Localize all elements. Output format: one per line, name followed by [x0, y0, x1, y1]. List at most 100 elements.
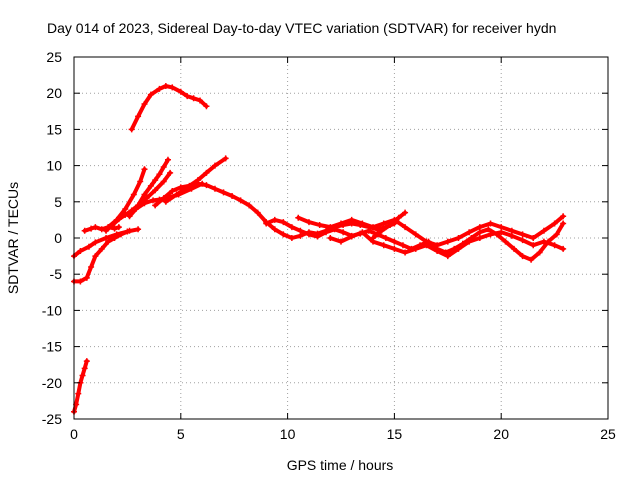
- data-point: [81, 227, 88, 234]
- data-point: [288, 235, 295, 241]
- data-point: [370, 224, 377, 231]
- data-point: [551, 242, 558, 249]
- data-point: [160, 195, 167, 202]
- data-point: [169, 187, 176, 194]
- data-point: [551, 220, 558, 227]
- data-point: [177, 184, 184, 191]
- data-point: [164, 156, 171, 163]
- data-point: [380, 242, 387, 249]
- data-point: [203, 103, 210, 110]
- data-point: [348, 216, 355, 223]
- data-point: [412, 231, 419, 238]
- data-point: [169, 84, 176, 91]
- data-point: [113, 231, 120, 238]
- series-arc-5: [128, 82, 210, 133]
- data-point: [359, 229, 366, 236]
- y-tick-label: 20: [46, 85, 62, 101]
- data-point: [147, 91, 154, 98]
- data-point: [167, 169, 174, 176]
- data-point: [229, 193, 236, 200]
- data-point: [88, 225, 95, 232]
- data-series: [71, 82, 567, 415]
- data-point: [528, 256, 535, 263]
- series-arc-2: [71, 227, 133, 285]
- data-point: [211, 162, 218, 169]
- data-point: [152, 187, 159, 194]
- data-point: [162, 82, 169, 89]
- data-point: [135, 113, 142, 120]
- data-point: [130, 191, 137, 198]
- data-point: [402, 249, 409, 256]
- series-line: [106, 167, 147, 230]
- data-point: [476, 235, 483, 241]
- data-point: [295, 214, 302, 221]
- data-point: [186, 182, 193, 189]
- data-point: [280, 231, 287, 238]
- data-point: [455, 245, 462, 252]
- data-point: [111, 225, 118, 232]
- data-point: [382, 235, 389, 241]
- data-point: [359, 220, 366, 227]
- data-point: [412, 245, 419, 252]
- data-point: [305, 231, 312, 238]
- series-arc-10: [162, 155, 229, 205]
- data-point: [254, 209, 261, 216]
- data-point: [184, 93, 191, 100]
- data-point: [98, 226, 105, 233]
- x-tick-label: 10: [280, 426, 296, 442]
- data-point: [519, 253, 526, 260]
- data-point: [560, 245, 567, 252]
- y-tick-label: 0: [54, 230, 62, 246]
- y-tick-label: -5: [50, 266, 63, 282]
- x-tick-label: 0: [70, 426, 78, 442]
- x-tick-label: 15: [387, 426, 403, 442]
- data-point: [466, 238, 473, 245]
- data-point: [530, 235, 537, 241]
- data-point: [327, 235, 334, 241]
- data-point: [156, 171, 163, 178]
- data-point: [141, 191, 148, 198]
- data-point: [288, 224, 295, 231]
- data-point: [128, 126, 135, 133]
- data-point: [399, 242, 406, 249]
- data-point: [124, 228, 131, 235]
- data-point: [540, 238, 547, 245]
- data-point: [391, 245, 398, 252]
- data-point: [485, 226, 492, 233]
- data-point: [508, 232, 515, 239]
- data-point: [156, 85, 163, 92]
- y-axis-label: SDTVAR / TECUs: [5, 182, 21, 294]
- data-point: [98, 245, 105, 252]
- data-point: [502, 238, 509, 245]
- data-point: [511, 245, 518, 252]
- data-point: [498, 224, 505, 231]
- data-point: [79, 372, 86, 379]
- data-point: [434, 242, 441, 249]
- data-point: [88, 263, 95, 270]
- data-point: [378, 227, 385, 234]
- data-point: [395, 214, 402, 221]
- data-point: [194, 180, 201, 187]
- data-point: [380, 220, 387, 227]
- data-point: [103, 235, 110, 241]
- data-point: [305, 219, 312, 226]
- series-arc-4: [81, 224, 122, 234]
- data-point: [466, 229, 473, 236]
- data-point: [476, 229, 483, 236]
- data-point: [536, 249, 543, 256]
- x-tick-label: 25: [600, 426, 616, 442]
- data-point: [530, 242, 537, 249]
- data-point: [402, 224, 409, 231]
- x-tick-label: 5: [177, 426, 185, 442]
- data-point: [444, 253, 451, 260]
- y-tick-label: -25: [42, 411, 62, 427]
- data-point: [560, 220, 567, 227]
- data-point: [77, 248, 84, 255]
- data-point: [92, 224, 99, 231]
- data-point: [222, 155, 229, 162]
- data-point: [370, 235, 377, 241]
- data-point: [327, 224, 334, 231]
- data-point: [203, 169, 210, 176]
- series-arc-14: [327, 229, 567, 260]
- data-point: [203, 182, 210, 189]
